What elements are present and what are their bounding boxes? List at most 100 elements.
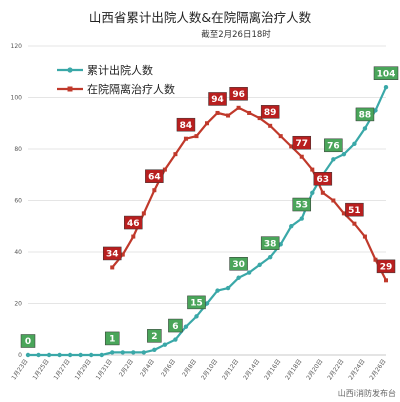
point-discharged: [57, 352, 62, 358]
point-hospitalized: [384, 278, 388, 283]
data-label-discharged: 1: [104, 331, 120, 346]
point-hospitalized: [331, 198, 336, 203]
series-line-hospitalized: [111, 106, 387, 281]
point-discharged: [362, 126, 368, 131]
point-discharged: [373, 108, 378, 113]
x-tick-label: 2月2日: [118, 358, 135, 378]
point-discharged: [236, 275, 241, 280]
x-axis: 1月23日 1月25日 1月27日 1月29日 1月31日 2月2日 2月4日 2月6日 2月8…: [10, 354, 388, 381]
point-discharged: [141, 350, 147, 355]
x-tick-label: 1月23日: [10, 358, 29, 381]
point-discharged: [78, 352, 83, 358]
point-hospitalized: [110, 265, 115, 270]
point-discharged: [162, 342, 168, 347]
data-label-discharged: 0: [20, 334, 36, 348]
data-label-hospitalized-text: 94: [211, 95, 224, 105]
x-tick-label: 2月6日: [160, 358, 177, 378]
data-label-discharged: 30: [229, 257, 248, 271]
data-label-hospitalized-text: 77: [295, 139, 308, 149]
series-line-discharged: [28, 86, 388, 357]
point-hospitalized: [131, 234, 136, 239]
x-tick-label: 2月22日: [326, 358, 345, 381]
data-label-hospitalized: 84: [176, 117, 196, 132]
point-hospitalized: [320, 190, 325, 195]
data-label-discharged: 6: [168, 318, 183, 333]
data-label-hospitalized-text: 63: [317, 175, 330, 185]
data-label-hospitalized: 29: [376, 259, 396, 274]
point-discharged: [67, 352, 73, 358]
legend-label-discharged: 累计出院人数: [87, 63, 153, 77]
point-discharged: [131, 350, 136, 355]
point-discharged: [310, 190, 315, 195]
point-discharged: [341, 151, 347, 157]
x-tick-label: 1月29日: [74, 358, 93, 381]
x-tick-label: 1月27日: [53, 358, 72, 381]
data-label-hospitalized-text: 96: [232, 90, 245, 100]
data-label-hospitalized-text: 84: [180, 121, 193, 131]
point-discharged: [267, 254, 273, 260]
data-label-discharged: 15: [187, 295, 206, 310]
data-label-discharged: 76: [324, 138, 343, 153]
legend-marker-hospitalized: [67, 86, 73, 92]
data-label-hospitalized: 94: [208, 92, 227, 106]
point-hospitalized: [247, 110, 252, 115]
data-label-discharged-text: 0: [25, 337, 31, 347]
legend-marker-discharged: [67, 67, 73, 73]
point-hospitalized: [162, 167, 167, 172]
data-label-hospitalized: 51: [345, 202, 364, 217]
x-tick-label: 2月14日: [242, 358, 261, 381]
x-tick-label: 2月4日: [139, 358, 156, 378]
data-label-discharged-text: 2: [151, 332, 157, 342]
chart-title: 山西省累计出院人数&在院隔离治疗人数: [89, 10, 312, 25]
point-hospitalized: [268, 123, 273, 128]
point-hospitalized: [289, 144, 294, 149]
point-discharged: [383, 85, 389, 90]
y-tick-label: 20: [14, 301, 22, 308]
data-label-discharged-text: 76: [327, 142, 340, 152]
x-tick-label: 2月16日: [263, 358, 282, 381]
data-label-hospitalized-text: 89: [264, 108, 277, 118]
point-discharged: [99, 352, 104, 358]
data-label-discharged-text: 15: [190, 299, 203, 309]
point-discharged: [110, 350, 115, 355]
x-tick-label: 1月25日: [32, 358, 51, 381]
y-tick-label: 60: [14, 198, 22, 205]
point-hospitalized: [278, 134, 283, 139]
point-discharged: [331, 157, 336, 162]
point-discharged: [88, 352, 94, 358]
data-label-hospitalized: 96: [229, 87, 248, 101]
point-hospitalized: [299, 154, 304, 159]
point-discharged: [289, 224, 294, 229]
point-discharged: [194, 314, 199, 319]
x-tick-label: 2月18日: [284, 358, 303, 381]
point-discharged: [120, 350, 125, 355]
data-label-hospitalized: 89: [260, 105, 280, 119]
point-discharged: [246, 270, 252, 275]
point-hospitalized: [194, 134, 199, 139]
chart-subtitle: 截至2月26日18时: [201, 29, 271, 40]
y-tick-label: 100: [11, 95, 23, 102]
point-hospitalized: [141, 211, 146, 216]
point-discharged: [204, 301, 210, 306]
point-hospitalized: [226, 113, 231, 118]
point-hospitalized: [152, 188, 157, 193]
data-label-hospitalized-text: 51: [348, 206, 361, 216]
data-label-hospitalized: 77: [292, 135, 312, 150]
data-label-discharged-text: 38: [264, 239, 277, 249]
data-label-discharged: 88: [355, 107, 375, 122]
x-tick-label: 2月8日: [181, 358, 198, 378]
point-hospitalized: [205, 121, 209, 126]
gridlines: [28, 45, 386, 356]
y-tick-label: 80: [14, 146, 22, 153]
point-discharged: [46, 352, 52, 358]
data-label-hospitalized-text: 34: [106, 250, 119, 260]
point-discharged: [352, 141, 357, 147]
point-discharged: [215, 288, 220, 293]
point-hospitalized: [352, 221, 357, 226]
watermark: 山西i消防发布台: [338, 388, 396, 398]
data-labels: 0 1 2 6 15 30 38 53 76 88 104 34 46 64 84 94 96 89 77 63 51 2…: [20, 66, 399, 348]
y-axis: 0 20 40 60 80 100 120: [11, 43, 23, 359]
x-tick-label: 2月24日: [347, 358, 366, 381]
